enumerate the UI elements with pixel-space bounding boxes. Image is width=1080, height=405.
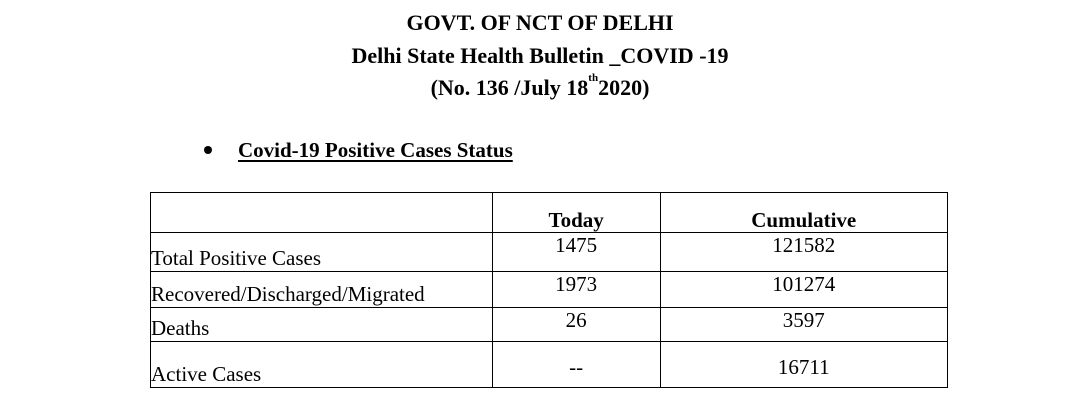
bulletin-number-prefix: (No. 136 /July 18 bbox=[430, 75, 589, 100]
bulletin-title: Delhi State Health Bulletin _COVID -19 bbox=[351, 43, 729, 68]
row-label: Active Cases bbox=[150, 341, 493, 388]
cumulative-value: 121582 bbox=[659, 232, 948, 272]
table-row: Total Positive Cases 1475 121582 bbox=[150, 232, 948, 272]
column-header-today: Today bbox=[491, 192, 661, 233]
section-heading: Covid-19 Positive Cases Status bbox=[204, 137, 513, 163]
bulletin-number-date: (No. 136 /July 18th2020) bbox=[0, 72, 1080, 101]
table-header-row: Today Cumulative bbox=[150, 192, 948, 233]
today-value: 1475 bbox=[491, 232, 661, 272]
today-value: 1973 bbox=[491, 271, 661, 308]
cumulative-value: 3597 bbox=[659, 307, 948, 342]
row-label: Recovered/Discharged/Migrated bbox=[150, 271, 493, 308]
cumulative-value: 16711 bbox=[659, 341, 948, 388]
table-row: Active Cases -- 16711 bbox=[150, 341, 948, 388]
bulletin-year-suffix: 2020) bbox=[598, 75, 650, 100]
cases-status-table: Today Cumulative Total Positive Cases 14… bbox=[150, 192, 948, 388]
bullet-icon bbox=[204, 146, 212, 155]
bulletin-org-title: GOVT. OF NCT OF DELHI bbox=[406, 10, 674, 35]
today-value: -- bbox=[491, 341, 661, 388]
cumulative-value: 101274 bbox=[659, 271, 948, 308]
section-heading-text: Covid-19 Positive Cases Status bbox=[238, 138, 513, 162]
today-value: 26 bbox=[491, 307, 661, 342]
row-label: Total Positive Cases bbox=[150, 232, 493, 272]
row-label: Deaths bbox=[150, 307, 493, 342]
column-header-label bbox=[150, 192, 493, 233]
column-header-cumulative: Cumulative bbox=[659, 192, 948, 233]
table-row: Recovered/Discharged/Migrated 1973 10127… bbox=[150, 271, 948, 308]
table-row: Deaths 26 3597 bbox=[150, 307, 948, 342]
date-ordinal-suffix: th bbox=[588, 72, 599, 84]
